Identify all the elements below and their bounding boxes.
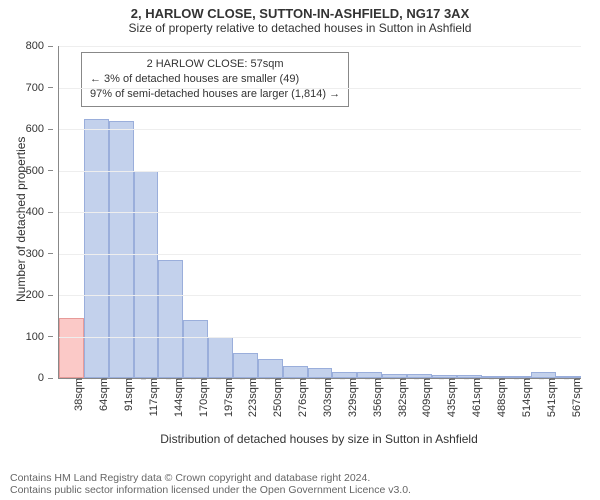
x-tick-label: 514sqm xyxy=(519,378,533,417)
footer-line: Contains HM Land Registry data © Crown c… xyxy=(10,472,411,484)
gridline xyxy=(59,212,581,213)
x-tick-label: 223sqm xyxy=(245,378,259,417)
y-tick-label: 100 xyxy=(26,331,59,343)
page-title: 2, HARLOW CLOSE, SUTTON-IN-ASHFIELD, NG1… xyxy=(0,0,600,21)
attribution-footer: Contains HM Land Registry data © Crown c… xyxy=(0,472,411,496)
annotation-callout: 2 HARLOW CLOSE: 57sqm← 3% of detached ho… xyxy=(81,52,349,107)
gridline xyxy=(59,337,581,338)
chart-container: 2, HARLOW CLOSE, SUTTON-IN-ASHFIELD, NG1… xyxy=(0,0,600,500)
y-tick-label: 0 xyxy=(38,372,59,384)
x-tick-label: 303sqm xyxy=(320,378,334,417)
gridline xyxy=(59,88,581,89)
x-tick-label: 356sqm xyxy=(370,378,384,417)
bar xyxy=(134,171,159,379)
gridline xyxy=(59,129,581,130)
footer-line: Contains public sector information licen… xyxy=(10,484,411,496)
bar xyxy=(208,337,233,379)
y-tick-label: 200 xyxy=(26,289,59,301)
x-tick-label: 488sqm xyxy=(494,378,508,417)
y-tick-label: 500 xyxy=(26,165,59,177)
gridline xyxy=(59,295,581,296)
bar xyxy=(158,260,183,378)
x-tick-label: 144sqm xyxy=(171,378,185,417)
y-tick-label: 400 xyxy=(26,206,59,218)
page-subtitle: Size of property relative to detached ho… xyxy=(0,21,600,39)
x-tick-label: 382sqm xyxy=(395,378,409,417)
y-tick-label: 600 xyxy=(26,123,59,135)
gridline xyxy=(59,254,581,255)
callout-line: 97% of semi-detached houses are larger (… xyxy=(90,87,340,102)
x-tick-label: 38sqm xyxy=(71,378,85,411)
x-axis-label: Distribution of detached houses by size … xyxy=(58,432,580,446)
x-tick-label: 170sqm xyxy=(196,378,210,417)
x-tick-label: 276sqm xyxy=(295,378,309,417)
callout-line: ← 3% of detached houses are smaller (49) xyxy=(90,72,340,87)
gridline xyxy=(59,46,581,47)
y-tick-label: 800 xyxy=(26,40,59,52)
y-tick-label: 700 xyxy=(26,82,59,94)
x-tick-label: 250sqm xyxy=(270,378,284,417)
bar xyxy=(283,366,308,378)
callout-line: 2 HARLOW CLOSE: 57sqm xyxy=(90,57,340,72)
bar xyxy=(233,353,258,378)
gridline xyxy=(59,171,581,172)
y-tick-label: 300 xyxy=(26,248,59,260)
x-tick-label: 91sqm xyxy=(121,378,135,411)
x-tick-label: 117sqm xyxy=(146,378,160,416)
x-tick-label: 541sqm xyxy=(544,378,558,417)
x-tick-label: 409sqm xyxy=(419,378,433,417)
bar xyxy=(183,320,208,378)
x-tick-label: 567sqm xyxy=(569,378,583,417)
bar-highlight xyxy=(59,318,84,378)
y-axis-label: Number of detached properties xyxy=(14,137,28,302)
x-tick-label: 197sqm xyxy=(221,378,235,417)
bar xyxy=(84,119,109,378)
x-tick-label: 329sqm xyxy=(345,378,359,417)
x-tick-label: 461sqm xyxy=(469,378,483,417)
bar xyxy=(308,368,333,378)
bar xyxy=(258,359,283,378)
bar xyxy=(109,121,134,378)
plot-area: 2 HARLOW CLOSE: 57sqm← 3% of detached ho… xyxy=(58,46,581,379)
x-tick-label: 64sqm xyxy=(96,378,110,411)
x-tick-label: 435sqm xyxy=(444,378,458,417)
